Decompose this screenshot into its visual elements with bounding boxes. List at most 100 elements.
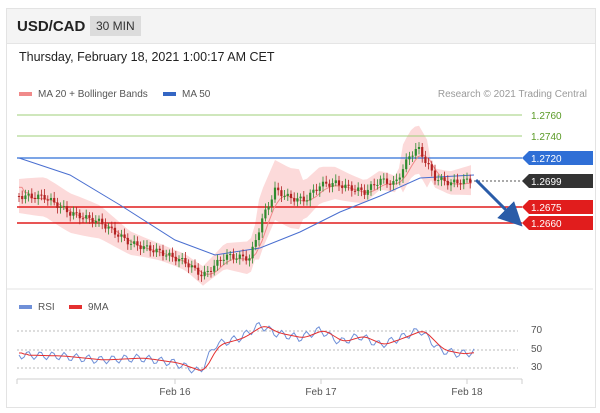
price-tag-1-2699: 1.2699 bbox=[522, 174, 593, 188]
candle-body bbox=[379, 178, 382, 185]
candle-body bbox=[414, 149, 417, 156]
candle-body bbox=[232, 254, 235, 259]
candle-body bbox=[94, 220, 97, 223]
ma9-swatch bbox=[69, 305, 82, 310]
price-label-1-2760: 1.2760 bbox=[531, 111, 562, 122]
candle-body bbox=[309, 192, 312, 201]
candle-body bbox=[49, 197, 53, 200]
ma50-line bbox=[18, 157, 475, 256]
candle-body bbox=[197, 267, 200, 275]
candle-body bbox=[363, 190, 366, 195]
x-label-feb17: Feb 17 bbox=[305, 387, 337, 398]
candle-body bbox=[360, 187, 363, 191]
legend-ma9: 9MA bbox=[69, 302, 109, 313]
candle-body bbox=[277, 187, 280, 191]
candle-body bbox=[222, 259, 225, 261]
candle-body bbox=[401, 169, 405, 178]
candle-body bbox=[315, 189, 318, 191]
candle-body bbox=[145, 245, 149, 247]
candle-body bbox=[376, 184, 379, 186]
candle-body bbox=[190, 265, 193, 268]
x-label-feb16: Feb 16 bbox=[159, 387, 191, 398]
candle-body bbox=[40, 194, 43, 196]
candle-body bbox=[72, 212, 75, 216]
price-tag-1-2660: 1.2660 bbox=[522, 216, 593, 230]
candle-body bbox=[53, 197, 56, 203]
research-credit: Research © 2021 Trading Central bbox=[437, 89, 587, 100]
candle-body bbox=[305, 200, 309, 202]
candle-body bbox=[302, 196, 305, 202]
candle-body bbox=[165, 255, 168, 257]
candle-body bbox=[459, 183, 462, 185]
candle-body bbox=[101, 218, 104, 225]
candle-body bbox=[91, 217, 94, 223]
candle-body bbox=[142, 246, 145, 250]
candle-body bbox=[97, 218, 101, 221]
candle-body bbox=[341, 185, 344, 189]
candle-body bbox=[200, 274, 203, 277]
candle-body bbox=[43, 195, 46, 200]
candle-body bbox=[155, 248, 158, 253]
candle-body bbox=[81, 218, 85, 220]
candle-body bbox=[117, 234, 120, 237]
timeframe-button[interactable]: 30 MIN bbox=[90, 16, 141, 36]
legend-ma50: MA 50 bbox=[163, 89, 210, 100]
candle-body bbox=[293, 198, 296, 202]
candle-body bbox=[395, 179, 398, 182]
candle-body bbox=[149, 245, 152, 251]
candle-body bbox=[174, 256, 177, 262]
candle-body bbox=[225, 254, 229, 260]
price-label-1-2675: 1.2675 bbox=[531, 203, 562, 214]
rsi-axis-70: 70 bbox=[531, 325, 543, 336]
candle-body bbox=[30, 193, 33, 198]
candle-body bbox=[168, 252, 171, 256]
candle-body bbox=[62, 206, 65, 208]
symbol-label: USD/CAD bbox=[17, 18, 86, 35]
candle-body bbox=[229, 254, 232, 256]
candle-body bbox=[347, 184, 350, 186]
candlesticks bbox=[17, 142, 472, 282]
candle-body bbox=[344, 184, 347, 189]
candle-body bbox=[241, 254, 245, 257]
candle-body bbox=[152, 250, 155, 253]
candle-body bbox=[171, 252, 174, 257]
candle-body bbox=[456, 179, 459, 184]
forecast-arrow bbox=[474, 178, 523, 227]
candle-body bbox=[123, 234, 126, 238]
ma50-swatch bbox=[163, 92, 176, 97]
candle-body bbox=[24, 195, 27, 200]
candle-body bbox=[280, 190, 283, 197]
bollinger-band bbox=[19, 125, 471, 286]
price-tag-1-2740: 1.2740 bbox=[531, 132, 562, 143]
candle-body bbox=[46, 199, 49, 201]
candle-body bbox=[267, 206, 270, 210]
candle-body bbox=[350, 185, 353, 191]
candle-body bbox=[254, 240, 257, 247]
candle-body bbox=[136, 241, 139, 246]
price-label-1-2740: 1.2740 bbox=[531, 132, 562, 143]
candle-body bbox=[437, 180, 440, 182]
candle-body bbox=[209, 270, 213, 272]
rsi-line bbox=[18, 321, 475, 374]
candle-body bbox=[357, 187, 360, 191]
candle-body bbox=[424, 156, 427, 164]
candle-body bbox=[107, 226, 110, 229]
candle-body bbox=[251, 246, 254, 259]
price-tag-1-2720: 1.2720 bbox=[522, 151, 593, 165]
candle-body bbox=[113, 227, 117, 235]
candle-body bbox=[289, 193, 293, 199]
candle-body bbox=[318, 186, 321, 191]
candle-body bbox=[219, 259, 222, 261]
candle-body bbox=[408, 156, 411, 160]
candle-body bbox=[321, 181, 325, 187]
chart-datetime: Thursday, February 18, 2021 1:00:17 AM C… bbox=[19, 50, 275, 64]
candle-body bbox=[286, 193, 289, 196]
candle-body bbox=[21, 196, 24, 200]
candle-body bbox=[440, 177, 443, 181]
candle-body bbox=[337, 180, 341, 186]
legend-bollinger-label: MA 20 + Bollinger Bands bbox=[38, 89, 148, 100]
candle-body bbox=[398, 177, 401, 180]
candle-body bbox=[78, 212, 81, 219]
candle-body bbox=[443, 177, 446, 181]
legend-ma50-label: MA 50 bbox=[182, 89, 211, 100]
